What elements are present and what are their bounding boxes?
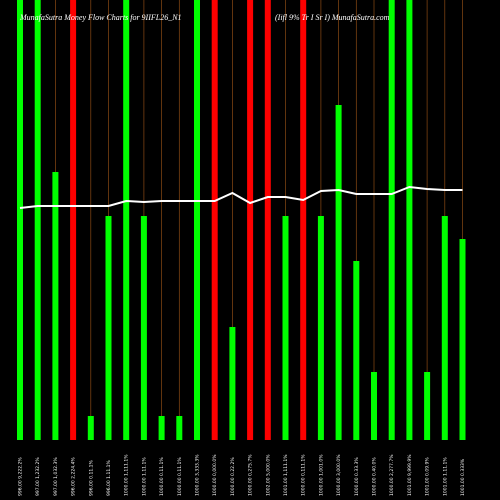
bar [105, 216, 112, 440]
bar [140, 216, 147, 440]
x-tick-label: 1001.00 0.09.9% [425, 457, 431, 496]
bar [282, 216, 289, 440]
bar [371, 372, 377, 440]
bar [424, 372, 431, 440]
x-tick-label: 1000.00 0.22.2% [230, 457, 236, 496]
x-tick-label: 1000.00 1.11.1% [141, 457, 147, 496]
x-tick-label: 1000.00 0.40.0% [372, 457, 378, 496]
x-tick-label: 1000.00 0.11.1% [177, 457, 183, 496]
bar [70, 0, 77, 440]
bar [247, 0, 254, 440]
bar [211, 0, 218, 440]
bar [264, 0, 271, 440]
bar [353, 261, 360, 440]
x-tick-label: 1000.00 3,333.3% [195, 454, 201, 496]
x-tick-label: 1002.00 5,000.0% [265, 454, 271, 496]
bar [317, 216, 324, 440]
chart-title: MunafaSutra Money Flow Charts for 9IIFL2… [19, 13, 182, 22]
x-tick-label: 1000.00 0,111.1% [301, 454, 307, 496]
x-tick-label: 1000.00 1,001.0% [318, 454, 324, 496]
x-tick-label: 1000.00 0.11.1% [159, 457, 165, 496]
x-tick-label: 1000.00 0,275.7% [248, 454, 254, 496]
bar [459, 239, 466, 440]
bar [176, 416, 183, 440]
x-tick-label: 996.00 9,222.2% [18, 457, 24, 496]
bar [158, 416, 165, 440]
x-tick-label: 1000.00 0,000.0% [212, 454, 218, 496]
bar [300, 0, 307, 440]
x-tick-label: 997.00 1,232.2% [35, 457, 41, 496]
bar [406, 0, 413, 440]
x-tick-label: 996.00 1.11.1% [106, 460, 112, 496]
bar [335, 105, 342, 440]
bar [34, 0, 41, 440]
chart-subtitle: (Iifl 9% Tr I Sr I) MunafaSutra.com [275, 13, 390, 22]
bar [194, 0, 200, 440]
x-tick-label: 1000.00 0.33.3% [354, 457, 360, 496]
bar [17, 0, 23, 440]
x-tick-label: 1000.00 3,000.0% [336, 454, 342, 496]
x-tick-label: 996.00 2,224.4% [71, 457, 77, 496]
x-tick-label: 1001.00 9,999.9% [407, 454, 413, 496]
x-tick-label: 996.00 0.11.1% [88, 460, 94, 496]
x-tick-label: 1001.00 1.11.1% [442, 457, 448, 496]
x-tick-label: 1001.00 0.333% [460, 458, 466, 496]
bar [388, 0, 395, 440]
bar [229, 327, 236, 440]
money-flow-line [19, 185, 463, 209]
bar [52, 172, 59, 440]
x-tick-label: 1000.00 2,277.7% [389, 454, 395, 496]
bar [87, 416, 94, 440]
x-tick-label: 997.00 1,032.3% [53, 457, 59, 496]
x-tick-label: 1001.00 1,111.1% [283, 454, 289, 496]
bar [441, 216, 448, 440]
bar [123, 0, 130, 440]
x-tick-label: 1000.00 1,111.1% [124, 454, 130, 496]
